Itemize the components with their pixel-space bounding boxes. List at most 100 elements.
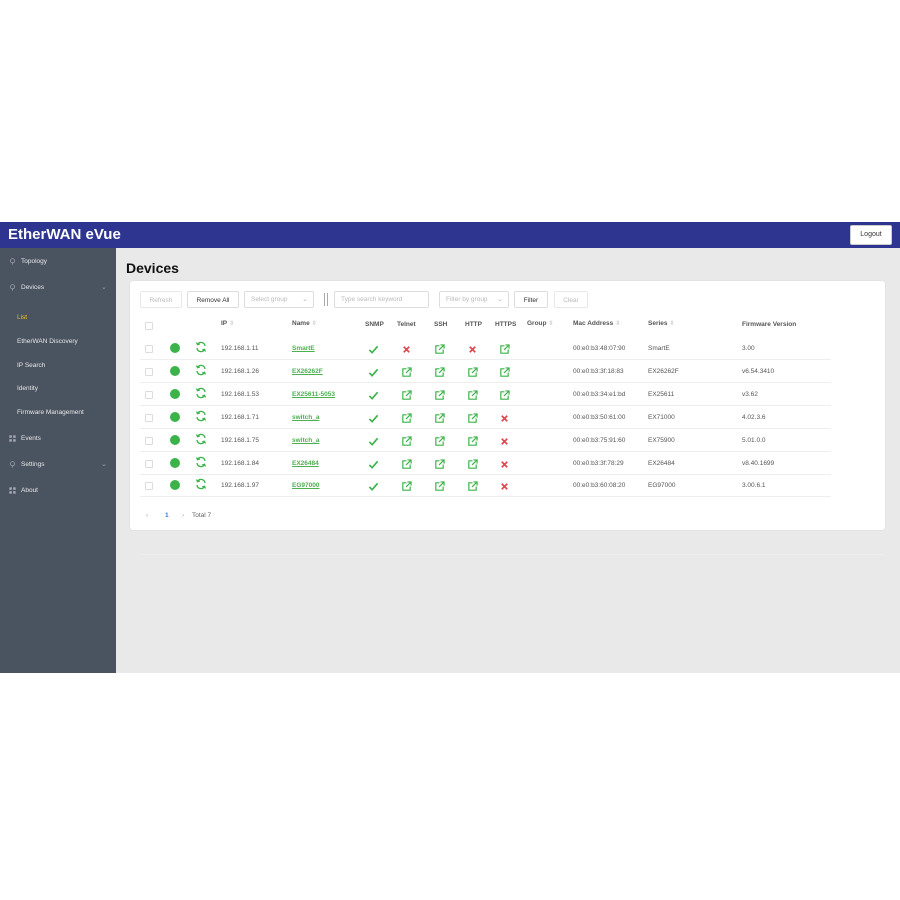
sidebar-item-events[interactable]: Events <box>0 429 116 449</box>
cell-series: EX26484 <box>648 460 675 467</box>
column-header-name[interactable]: Name ⇳ <box>292 320 317 327</box>
refresh-icon[interactable] <box>195 341 207 353</box>
cell-series: EX75900 <box>648 437 675 444</box>
sort-icon: ⇳ <box>615 321 621 327</box>
http-external-link-icon[interactable] <box>467 411 478 423</box>
refresh-button[interactable]: Refresh <box>140 291 182 308</box>
ssh-external-link-icon[interactable] <box>434 388 445 400</box>
logout-button[interactable]: Logout <box>850 225 892 245</box>
pagination-prev[interactable]: ‹ <box>146 512 149 519</box>
device-name-link[interactable]: switch_a <box>292 437 320 444</box>
sidebar-item-settings[interactable]: Settings ⌄ <box>0 455 116 475</box>
telnet-external-link-icon[interactable] <box>401 388 412 400</box>
sidebar-item-devices[interactable]: Devices ⌄ <box>0 278 116 298</box>
device-name-link[interactable]: EX25611-5053 <box>292 391 336 398</box>
sidebar-subitem-etherwan-discovery[interactable]: EtherWAN Discovery <box>17 338 78 345</box>
http-close-icon <box>467 342 478 353</box>
column-header-http: HTTP <box>465 321 482 328</box>
telnet-external-link-icon[interactable] <box>401 479 412 491</box>
device-name-link[interactable]: EG97000 <box>292 482 320 489</box>
status-online-indicator <box>170 366 180 376</box>
sidebar-item-topology[interactable]: Topology <box>0 252 116 272</box>
http-external-link-icon[interactable] <box>467 434 478 446</box>
ssh-external-link-icon[interactable] <box>434 457 445 469</box>
cell-ip: 192.168.1.11 <box>221 345 259 352</box>
cell-firmware-version: 3.00.6.1 <box>742 482 766 489</box>
device-name-link[interactable]: EX26262F <box>292 368 323 375</box>
telnet-external-link-icon[interactable] <box>401 434 412 446</box>
sidebar-item-label: About <box>21 487 38 494</box>
refresh-icon[interactable] <box>195 410 207 422</box>
telnet-external-link-icon[interactable] <box>401 365 412 377</box>
grid-icon <box>9 435 16 442</box>
cell-firmware-version: v6.54.3410 <box>742 368 775 375</box>
select-all-checkbox[interactable] <box>145 322 153 330</box>
cell-series: SmartE <box>648 345 670 352</box>
https-external-link-icon[interactable] <box>499 388 510 400</box>
https-external-link-icon[interactable] <box>499 342 510 354</box>
telnet-external-link-icon[interactable] <box>401 411 412 423</box>
row-checkbox[interactable] <box>145 391 153 399</box>
sort-icon: ⇳ <box>548 321 554 327</box>
refresh-icon[interactable] <box>195 478 207 490</box>
https-external-link-icon[interactable] <box>499 365 510 377</box>
sort-icon: ⇳ <box>669 321 675 327</box>
sidebar-subitem-list[interactable]: List <box>17 314 28 321</box>
row-checkbox[interactable] <box>145 345 153 353</box>
remove-all-button[interactable]: Remove All <box>187 291 239 308</box>
snmp-check-icon <box>368 365 379 377</box>
device-name-link[interactable]: SmartE <box>292 345 315 352</box>
status-online-indicator <box>170 435 180 445</box>
refresh-icon[interactable] <box>195 364 207 376</box>
app-window: EtherWAN eVue Logout Topology Devices ⌄ … <box>0 222 900 673</box>
chevron-down-icon: ⌄ <box>101 284 107 291</box>
filter-by-group-dropdown[interactable]: Filter by group ⌄ <box>439 291 509 308</box>
row-checkbox[interactable] <box>145 437 153 445</box>
sidebar-item-label: Devices <box>21 284 45 291</box>
column-header-ssh: SSH <box>434 321 448 328</box>
ssh-external-link-icon[interactable] <box>434 479 445 491</box>
http-external-link-icon[interactable] <box>467 365 478 377</box>
refresh-icon[interactable] <box>195 433 207 445</box>
clear-button[interactable]: Clear <box>554 291 588 308</box>
row-checkbox[interactable] <box>145 460 153 468</box>
pagination-total: Total 7 <box>192 512 212 519</box>
pagination-page[interactable]: 1 <box>165 512 169 519</box>
ssh-external-link-icon[interactable] <box>434 434 445 446</box>
filter-by-group-placeholder: Filter by group <box>446 296 488 303</box>
pagination-next[interactable]: › <box>182 512 185 519</box>
device-name-link[interactable]: switch_a <box>292 414 320 421</box>
https-close-icon <box>499 411 510 422</box>
telnet-external-link-icon[interactable] <box>401 457 412 469</box>
sidebar-subitem-ip-search[interactable]: IP Search <box>17 362 46 369</box>
sidebar: Topology Devices ⌄ List EtherWAN Discove… <box>0 248 116 673</box>
table-bottom-border <box>140 554 885 555</box>
row-checkbox[interactable] <box>145 482 153 490</box>
location-pin-icon <box>10 258 15 265</box>
refresh-icon[interactable] <box>195 456 207 468</box>
row-checkbox[interactable] <box>145 414 153 422</box>
ssh-external-link-icon[interactable] <box>434 365 445 377</box>
device-name-link[interactable]: EX26484 <box>292 460 319 467</box>
sidebar-subitem-firmware-management[interactable]: Firmware Management <box>17 409 84 416</box>
sidebar-item-about[interactable]: About <box>0 481 116 501</box>
select-group-placeholder: Select group <box>251 296 288 303</box>
http-external-link-icon[interactable] <box>467 457 478 469</box>
app-title: EtherWAN eVue <box>8 226 121 243</box>
row-checkbox[interactable] <box>145 368 153 376</box>
ssh-external-link-icon[interactable] <box>434 342 445 354</box>
refresh-icon[interactable] <box>195 387 207 399</box>
ssh-external-link-icon[interactable] <box>434 411 445 423</box>
column-header-mac-address[interactable]: Mac Address ⇳ <box>573 320 621 327</box>
sidebar-subitem-identity[interactable]: Identity <box>17 385 38 392</box>
column-header-ip[interactable]: IP ⇳ <box>221 320 235 327</box>
column-header-group[interactable]: Group ⇳ <box>527 320 554 327</box>
http-external-link-icon[interactable] <box>467 479 478 491</box>
cell-series: EX71000 <box>648 414 675 421</box>
filter-button[interactable]: Filter <box>514 291 548 308</box>
cell-mac-address: 00:e0:b3:3f:78:29 <box>573 460 624 467</box>
http-external-link-icon[interactable] <box>467 388 478 400</box>
search-input[interactable]: Type search keyword <box>334 291 429 308</box>
select-group-dropdown[interactable]: Select group ⌄ <box>244 291 314 308</box>
column-header-series[interactable]: Series ⇳ <box>648 320 675 327</box>
